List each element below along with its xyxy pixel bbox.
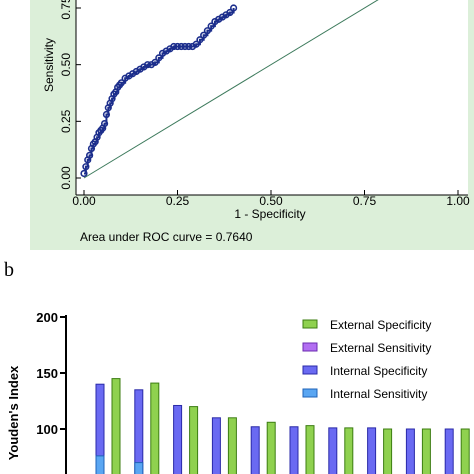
roc-y-tick-label: 0.00 xyxy=(59,166,73,190)
roc-point xyxy=(82,163,90,171)
bar-y-tick-label: 200 xyxy=(36,310,58,325)
roc-point xyxy=(155,54,163,62)
bar-external-specificity xyxy=(111,378,121,474)
youden-bar-chart: 100 150 200 External Specificity External S… xyxy=(6,310,470,474)
roc-point xyxy=(117,79,125,87)
roc-x-tick-label: 1.00 xyxy=(446,194,470,208)
roc-y-tick-label: 0.25 xyxy=(59,109,73,133)
roc-point xyxy=(181,42,189,51)
panel-label: b xyxy=(4,259,14,281)
roc-point xyxy=(207,22,215,30)
bar-internal-specificity xyxy=(367,427,377,474)
roc-point xyxy=(200,31,208,39)
bar-internal-specificity xyxy=(405,428,415,474)
legend-swatch xyxy=(302,319,318,329)
bar-internal-sensitivity xyxy=(95,455,105,474)
bar-y-tick-label: 150 xyxy=(36,366,58,381)
roc-point xyxy=(192,40,200,48)
bar-internal-specificity xyxy=(173,404,183,474)
roc-point xyxy=(80,169,88,178)
roc-point xyxy=(100,119,109,128)
roc-x-tick-label: 0.75 xyxy=(353,194,377,208)
bar-internal-specificity xyxy=(134,389,144,474)
legend-label: Internal Specificity xyxy=(330,364,427,378)
roc-x-tick-label: 0.50 xyxy=(259,194,283,208)
bar-external-specificity xyxy=(305,425,315,474)
bar-external-specificity xyxy=(266,421,276,474)
bar-external-specificity xyxy=(189,406,199,474)
legend-label: External Specificity xyxy=(330,318,431,332)
bar-external-specificity xyxy=(460,428,470,474)
roc-y-tick-label: 0.75 xyxy=(59,0,73,20)
roc-x-tick-label: 0.25 xyxy=(166,194,190,208)
roc-point xyxy=(86,151,94,159)
roc-point xyxy=(177,42,185,51)
roc-point xyxy=(203,27,212,35)
bar-internal-specificity xyxy=(211,417,221,474)
bar-internal-specificity xyxy=(250,426,260,474)
roc-point xyxy=(151,58,159,67)
bar-external-specificity xyxy=(150,382,160,474)
bar-y-tick-label: 100 xyxy=(36,422,58,437)
bar-external-specificity xyxy=(344,427,354,474)
legend-label: External Sensitivity xyxy=(330,341,431,355)
roc-auc-annotation: Area under ROC curve = 0.7640 xyxy=(80,230,253,244)
roc-x-axis-label: 1 - Specificity xyxy=(234,207,305,221)
roc-point xyxy=(226,8,234,17)
roc-plot-area xyxy=(76,0,468,195)
roc-point xyxy=(170,42,178,51)
roc-point xyxy=(230,4,238,12)
roc-y-axis-label: Sensitivity xyxy=(42,38,56,92)
bar-external-specificity xyxy=(383,428,393,474)
roc-y-tick-label: 0.50 xyxy=(59,53,73,77)
bar-internal-specificity xyxy=(444,428,454,474)
roc-x-tick-label: 0.00 xyxy=(72,194,96,208)
bar-internal-sensitivity xyxy=(134,462,144,474)
reference-diagonal-line xyxy=(83,0,379,179)
bar-external-specificity xyxy=(227,417,237,474)
roc-point xyxy=(143,61,152,69)
bar-internal-specificity xyxy=(95,383,105,474)
roc-point xyxy=(185,42,193,51)
roc-point xyxy=(173,42,182,51)
legend-swatch xyxy=(302,365,318,375)
roc-point xyxy=(196,36,204,44)
roc-point xyxy=(102,110,111,119)
bar-y-axis-label: Youden's Index xyxy=(6,365,21,460)
bar-external-specificity xyxy=(421,428,431,474)
bar-internal-specificity xyxy=(328,427,338,474)
legend-swatch xyxy=(302,388,318,398)
legend-swatch xyxy=(302,342,318,352)
roc-chart: 0.00 0.25 0.50 0.75 1.00 0.00 0.25 0.50 0.75 1 … xyxy=(30,0,474,250)
legend-label: Internal Sensitivity xyxy=(330,387,427,401)
bar-internal-specificity xyxy=(289,426,299,474)
